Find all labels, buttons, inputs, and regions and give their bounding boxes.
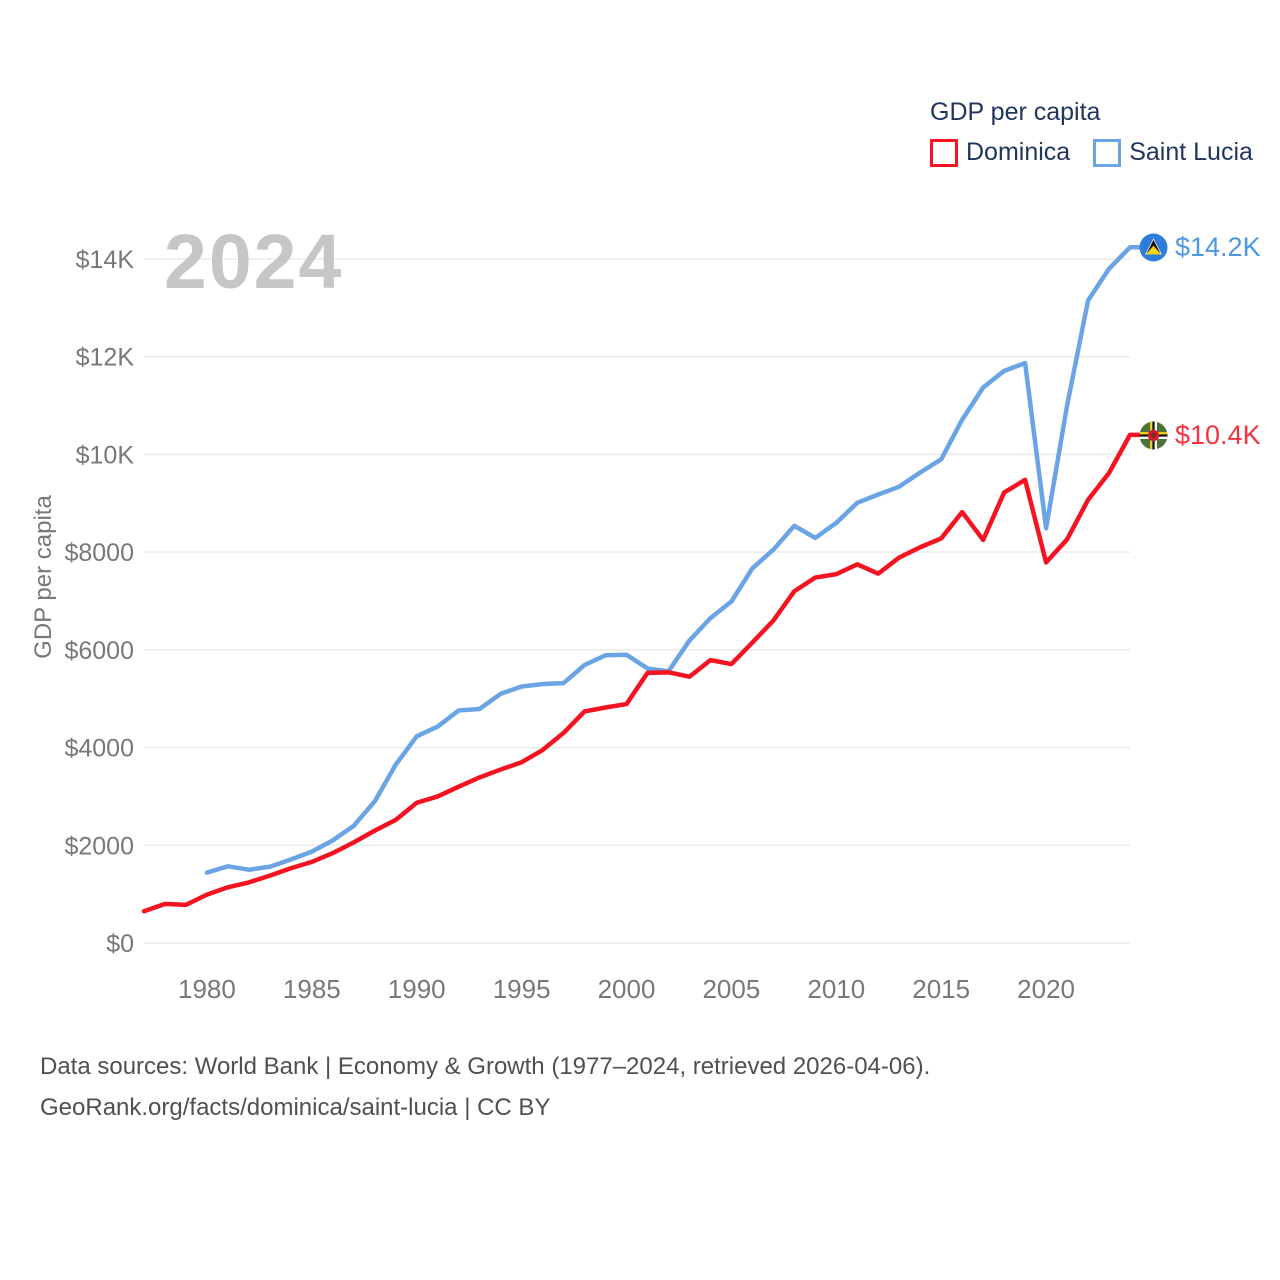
y-tick-label: $10K [76,441,135,469]
y-tick-label: $6000 [64,637,134,665]
y-tick-label: $12K [76,344,135,372]
saint-lucia-swatch-icon [1093,138,1122,167]
dominica-end-value: $10.4K [1175,420,1261,450]
y-tick-label: $2000 [64,832,134,860]
footer: Data sources: World Bank | Economy & Gro… [40,1046,930,1128]
x-tick-label: 2000 [598,974,656,1004]
x-tick-label: 1995 [493,974,551,1004]
x-tick-label: 1990 [388,974,446,1004]
legend-item-label: Dominica [966,138,1071,166]
dominica-line [141,432,1147,914]
footer-sources-line: Data sources: World Bank | Economy & Gro… [40,1053,931,1080]
saint-lucia-line [204,245,1147,875]
dominica-flag-icon [1139,421,1168,450]
x-tick-label: 2010 [807,974,865,1004]
saint-lucia-end-label: $14.2K [1139,232,1261,263]
y-tick-label: $0 [106,930,134,958]
x-tick-label: 2005 [702,974,760,1004]
y-tick-label: $8000 [64,539,134,567]
y-tick-label: $14K [76,246,135,274]
legend-item-dominica[interactable]: Dominica [930,138,1070,167]
x-tick-label: 1980 [178,974,236,1004]
legend: GDP per capita Dominica Saint Lucia [930,98,1253,167]
dominica-swatch-icon [930,138,958,167]
gdp-line-chart: $0 $2000 $4000 $6000 $8000 $10K $12K $14K 1980 19… [64,245,1147,1004]
legend-item-saint-lucia[interactable]: Saint Lucia [1093,138,1253,167]
watermark-year: 2024 [164,219,344,305]
legend-item-label: Saint Lucia [1129,138,1253,166]
saint-lucia-end-value: $14.2K [1175,232,1261,262]
footer-attribution-line: GeoRank.org/facts/dominica/saint-lucia |… [40,1094,551,1121]
x-tick-label: 2020 [1017,974,1075,1004]
x-tick-label: 2015 [912,974,970,1004]
saint-lucia-flag-icon [1139,233,1168,262]
y-tick-label: $4000 [64,735,134,763]
legend-title: GDP per capita [930,98,1101,126]
dominica-end-label: $10.4K [1139,420,1261,451]
x-tick-label: 1985 [283,974,341,1004]
